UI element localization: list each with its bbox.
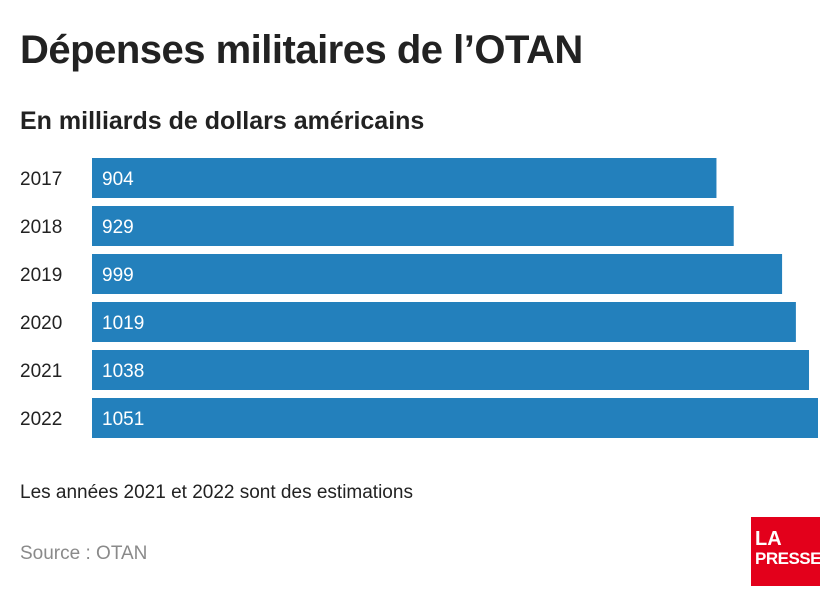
bar bbox=[92, 206, 734, 246]
year-label: 2021 bbox=[20, 361, 62, 382]
chart-subtitle: En milliards de dollars américains bbox=[20, 107, 425, 135]
bar bbox=[92, 158, 717, 198]
logo-text-la: LA bbox=[755, 528, 782, 550]
source-credit: Source : OTAN bbox=[20, 543, 148, 564]
year-label: 2019 bbox=[20, 265, 62, 286]
year-label: 2020 bbox=[20, 313, 62, 334]
logo-text-presse: PRESSE bbox=[755, 549, 821, 568]
bar-value-label: 929 bbox=[102, 217, 134, 238]
bar-value-label: 1038 bbox=[102, 361, 144, 382]
bar bbox=[92, 302, 796, 342]
estimate-note: Les années 2021 et 2022 sont des estimat… bbox=[20, 482, 413, 503]
bar-value-label: 1019 bbox=[102, 313, 144, 334]
bar bbox=[92, 398, 818, 438]
bar bbox=[92, 350, 810, 390]
year-label: 2022 bbox=[20, 409, 62, 430]
bar-value-label: 999 bbox=[102, 265, 134, 286]
chart-title: Dépenses militaires de l’OTAN bbox=[20, 28, 583, 72]
year-label: 2018 bbox=[20, 217, 62, 238]
year-label: 2017 bbox=[20, 169, 62, 190]
la-presse-logo: LA PRESSE bbox=[751, 517, 821, 586]
bar-value-label: 1051 bbox=[102, 409, 144, 430]
bar-chart: 2017 904 2018 929 2019 999 2020 1019 2021 1038 202… bbox=[20, 158, 818, 438]
bar-value-label: 904 bbox=[102, 169, 134, 190]
bar bbox=[92, 254, 783, 294]
